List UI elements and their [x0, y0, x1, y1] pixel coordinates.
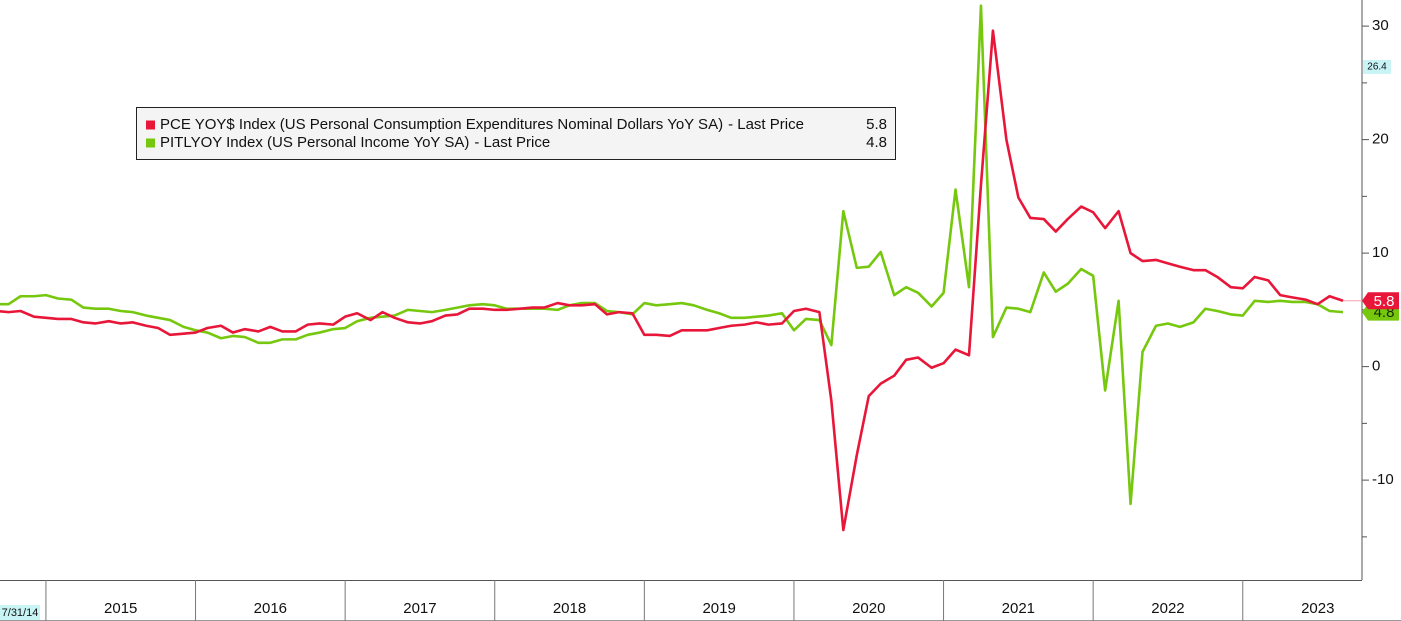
legend-swatch	[146, 120, 155, 130]
series-line	[0, 4, 1344, 506]
legend-series-name: PCE YOY$ Index (US Personal Consumption …	[160, 116, 723, 133]
axes: -10 0 10 20 30 2015 2016 2017 2018 2019 2020 2021 20…	[45, 17, 1394, 621]
legend-label: PCE YOY$ Index (US Personal Consumption …	[160, 116, 804, 133]
x-tick-label: 2022	[1151, 600, 1184, 617]
x-tick-label: 2020	[852, 600, 885, 617]
last-price-label: 5.8	[1374, 293, 1395, 310]
x-tick-label: 2023	[1301, 600, 1334, 617]
x-tick-label: 2018	[553, 600, 586, 617]
legend-box	[136, 107, 896, 160]
y-tick-label: 30	[1372, 17, 1389, 34]
legend-suffix: - Last Price	[474, 134, 550, 151]
plot-area	[0, 4, 1344, 532]
legend-swatch	[146, 138, 155, 148]
y-tick-label: 10	[1372, 244, 1389, 261]
legend-last-value: 5.8	[866, 116, 887, 133]
annotation-label: 26.4	[1367, 62, 1387, 73]
x-tick-label: 2021	[1002, 600, 1035, 617]
start-date-label: 7/31/14	[2, 607, 39, 619]
x-tick-label: 2019	[702, 600, 735, 617]
legend-suffix: - Last Price	[728, 116, 804, 133]
y-tick-label: 0	[1372, 358, 1380, 375]
last-price-tag	[1362, 292, 1399, 310]
x-tick-label: 2016	[254, 600, 287, 617]
y-tick-label: 20	[1372, 131, 1389, 148]
legend-series-name: PITLYOY Index (US Personal Income YoY SA…	[160, 134, 469, 151]
annotation-box	[1363, 59, 1391, 74]
start-date-box	[0, 605, 40, 620]
legend-label: PITLYOY Index (US Personal Income YoY SA…	[160, 134, 550, 151]
series-line	[0, 29, 1344, 532]
x-tick-label: 2017	[403, 600, 436, 617]
legend: PCE YOY$ Index (US Personal Consumption …	[136, 107, 896, 160]
legend-last-value: 4.8	[866, 134, 887, 151]
y-tick-label: -10	[1372, 471, 1394, 488]
x-tick-label: 2015	[104, 600, 137, 617]
labels: 4.85.826.47/31/14	[0, 59, 1399, 620]
